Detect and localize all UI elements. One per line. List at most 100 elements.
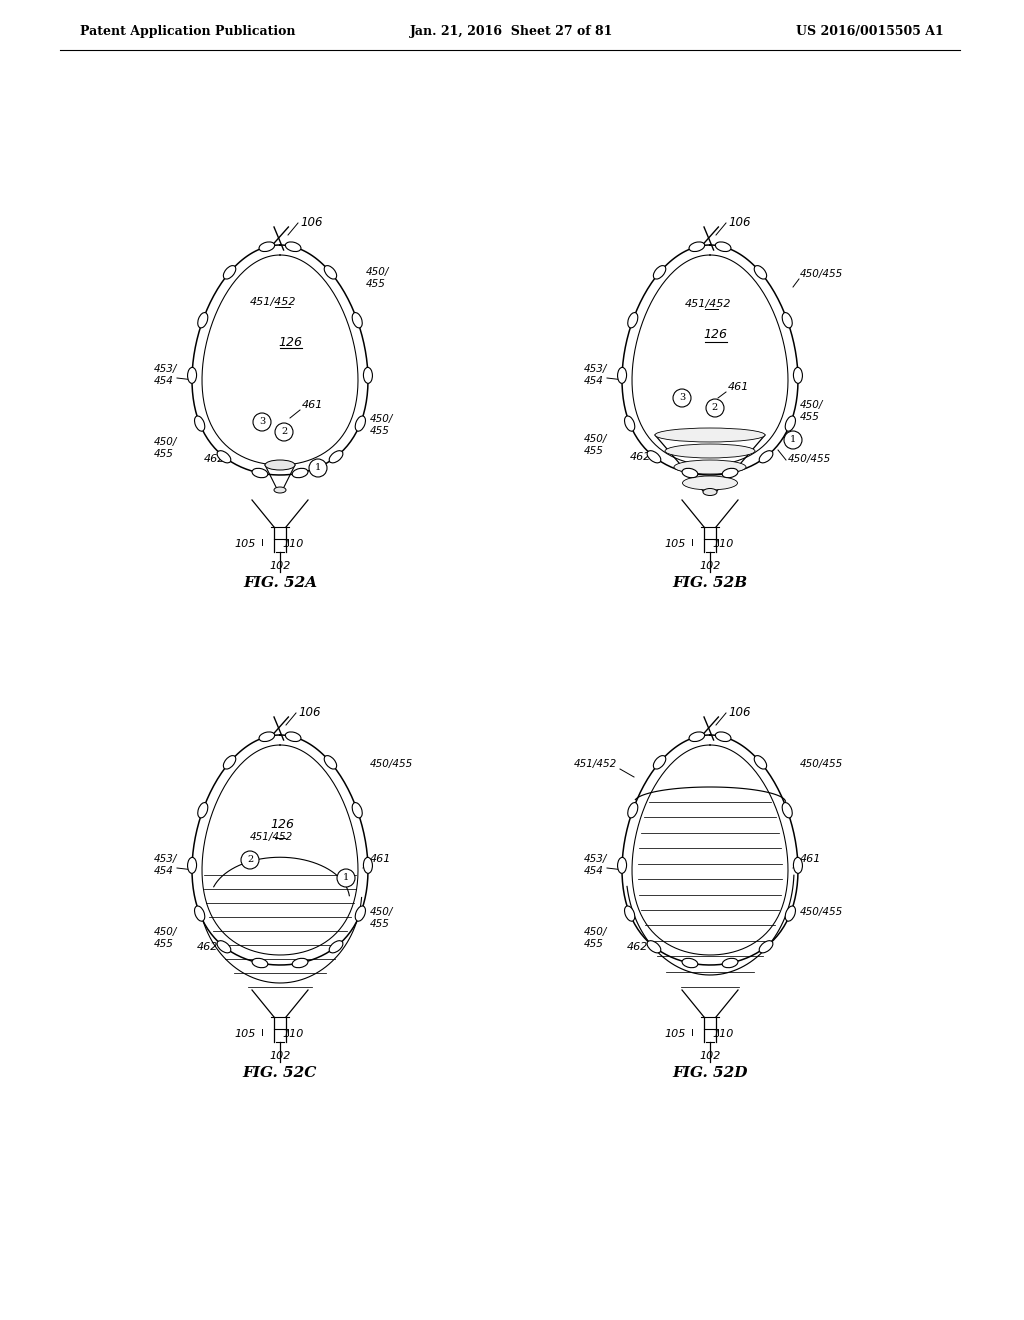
- Text: 462: 462: [627, 942, 648, 952]
- Text: 454: 454: [584, 376, 604, 385]
- Ellipse shape: [195, 906, 205, 921]
- Text: 102: 102: [699, 561, 721, 572]
- Text: 1: 1: [314, 463, 322, 473]
- Ellipse shape: [722, 958, 738, 968]
- Text: 462: 462: [204, 454, 225, 465]
- Text: US 2016/0015505 A1: US 2016/0015505 A1: [797, 25, 944, 38]
- Text: 105: 105: [665, 539, 686, 549]
- Text: 1: 1: [790, 436, 796, 445]
- Circle shape: [673, 389, 691, 407]
- Ellipse shape: [782, 313, 793, 327]
- Text: 450/: 450/: [370, 907, 393, 917]
- Circle shape: [309, 459, 327, 477]
- Text: 455: 455: [370, 919, 390, 929]
- Text: 105: 105: [234, 539, 256, 549]
- Text: 450/455: 450/455: [800, 907, 843, 917]
- Text: FIG. 52D: FIG. 52D: [672, 1067, 748, 1080]
- Text: 461: 461: [302, 400, 324, 411]
- Text: 454: 454: [584, 866, 604, 876]
- Ellipse shape: [653, 265, 666, 279]
- Ellipse shape: [755, 755, 767, 770]
- Ellipse shape: [625, 906, 635, 921]
- Ellipse shape: [689, 242, 705, 252]
- Circle shape: [784, 432, 802, 449]
- Ellipse shape: [759, 450, 773, 463]
- Ellipse shape: [617, 367, 627, 383]
- Text: 102: 102: [269, 561, 291, 572]
- Text: 110: 110: [282, 539, 303, 549]
- Ellipse shape: [325, 755, 337, 770]
- Circle shape: [337, 869, 355, 887]
- Ellipse shape: [653, 755, 666, 770]
- Text: 451/452: 451/452: [573, 759, 617, 770]
- Ellipse shape: [259, 731, 274, 742]
- Text: 455: 455: [584, 939, 604, 949]
- Text: 455: 455: [154, 939, 174, 949]
- Ellipse shape: [223, 755, 236, 770]
- Text: 461: 461: [370, 854, 391, 865]
- Text: 102: 102: [269, 1051, 291, 1061]
- Text: 453/: 453/: [584, 364, 607, 374]
- Ellipse shape: [217, 450, 230, 463]
- Text: 453/: 453/: [154, 364, 177, 374]
- Text: 455: 455: [800, 412, 820, 422]
- Ellipse shape: [628, 313, 638, 327]
- Ellipse shape: [329, 450, 343, 463]
- Text: 455: 455: [370, 426, 390, 436]
- Ellipse shape: [364, 858, 373, 874]
- Ellipse shape: [355, 416, 366, 432]
- Ellipse shape: [759, 941, 773, 953]
- Text: 106: 106: [298, 706, 321, 719]
- Ellipse shape: [628, 803, 638, 818]
- Text: 106: 106: [728, 706, 751, 719]
- Ellipse shape: [198, 313, 208, 327]
- Ellipse shape: [617, 858, 627, 874]
- Ellipse shape: [292, 469, 308, 478]
- Ellipse shape: [286, 242, 301, 252]
- Text: 451/452: 451/452: [250, 832, 293, 842]
- Ellipse shape: [187, 367, 197, 383]
- Ellipse shape: [252, 469, 268, 478]
- Text: 2: 2: [281, 428, 287, 437]
- Text: 453/: 453/: [584, 854, 607, 865]
- Text: 102: 102: [699, 1051, 721, 1061]
- Text: 455: 455: [366, 279, 386, 289]
- Text: 1: 1: [343, 874, 349, 883]
- Ellipse shape: [329, 941, 343, 953]
- Text: 454: 454: [154, 866, 174, 876]
- Ellipse shape: [187, 858, 197, 874]
- Circle shape: [253, 413, 271, 432]
- Ellipse shape: [682, 469, 697, 478]
- Text: 450/: 450/: [584, 434, 607, 444]
- Ellipse shape: [655, 428, 765, 442]
- Text: 105: 105: [665, 1030, 686, 1039]
- Circle shape: [241, 851, 259, 869]
- Ellipse shape: [794, 858, 803, 874]
- Text: 110: 110: [712, 539, 733, 549]
- Text: 126: 126: [278, 335, 302, 348]
- Ellipse shape: [252, 958, 268, 968]
- Text: 3: 3: [259, 417, 265, 426]
- Text: 106: 106: [728, 216, 751, 230]
- Text: 450/455: 450/455: [800, 759, 843, 770]
- Text: 450/455: 450/455: [370, 759, 414, 770]
- Ellipse shape: [674, 459, 746, 474]
- Ellipse shape: [352, 313, 362, 327]
- Ellipse shape: [782, 803, 793, 818]
- Text: 450/: 450/: [366, 267, 389, 277]
- Ellipse shape: [716, 242, 731, 252]
- Text: 455: 455: [154, 449, 174, 459]
- Text: 453/: 453/: [154, 854, 177, 865]
- Ellipse shape: [682, 958, 697, 968]
- Ellipse shape: [647, 450, 660, 463]
- Text: 2: 2: [712, 404, 718, 412]
- Ellipse shape: [286, 731, 301, 742]
- Text: 126: 126: [270, 818, 294, 832]
- Text: 450/455: 450/455: [800, 269, 843, 279]
- Text: Patent Application Publication: Patent Application Publication: [80, 25, 296, 38]
- Ellipse shape: [716, 731, 731, 742]
- Ellipse shape: [352, 803, 362, 818]
- Ellipse shape: [683, 477, 737, 490]
- Ellipse shape: [722, 469, 738, 478]
- Ellipse shape: [198, 803, 208, 818]
